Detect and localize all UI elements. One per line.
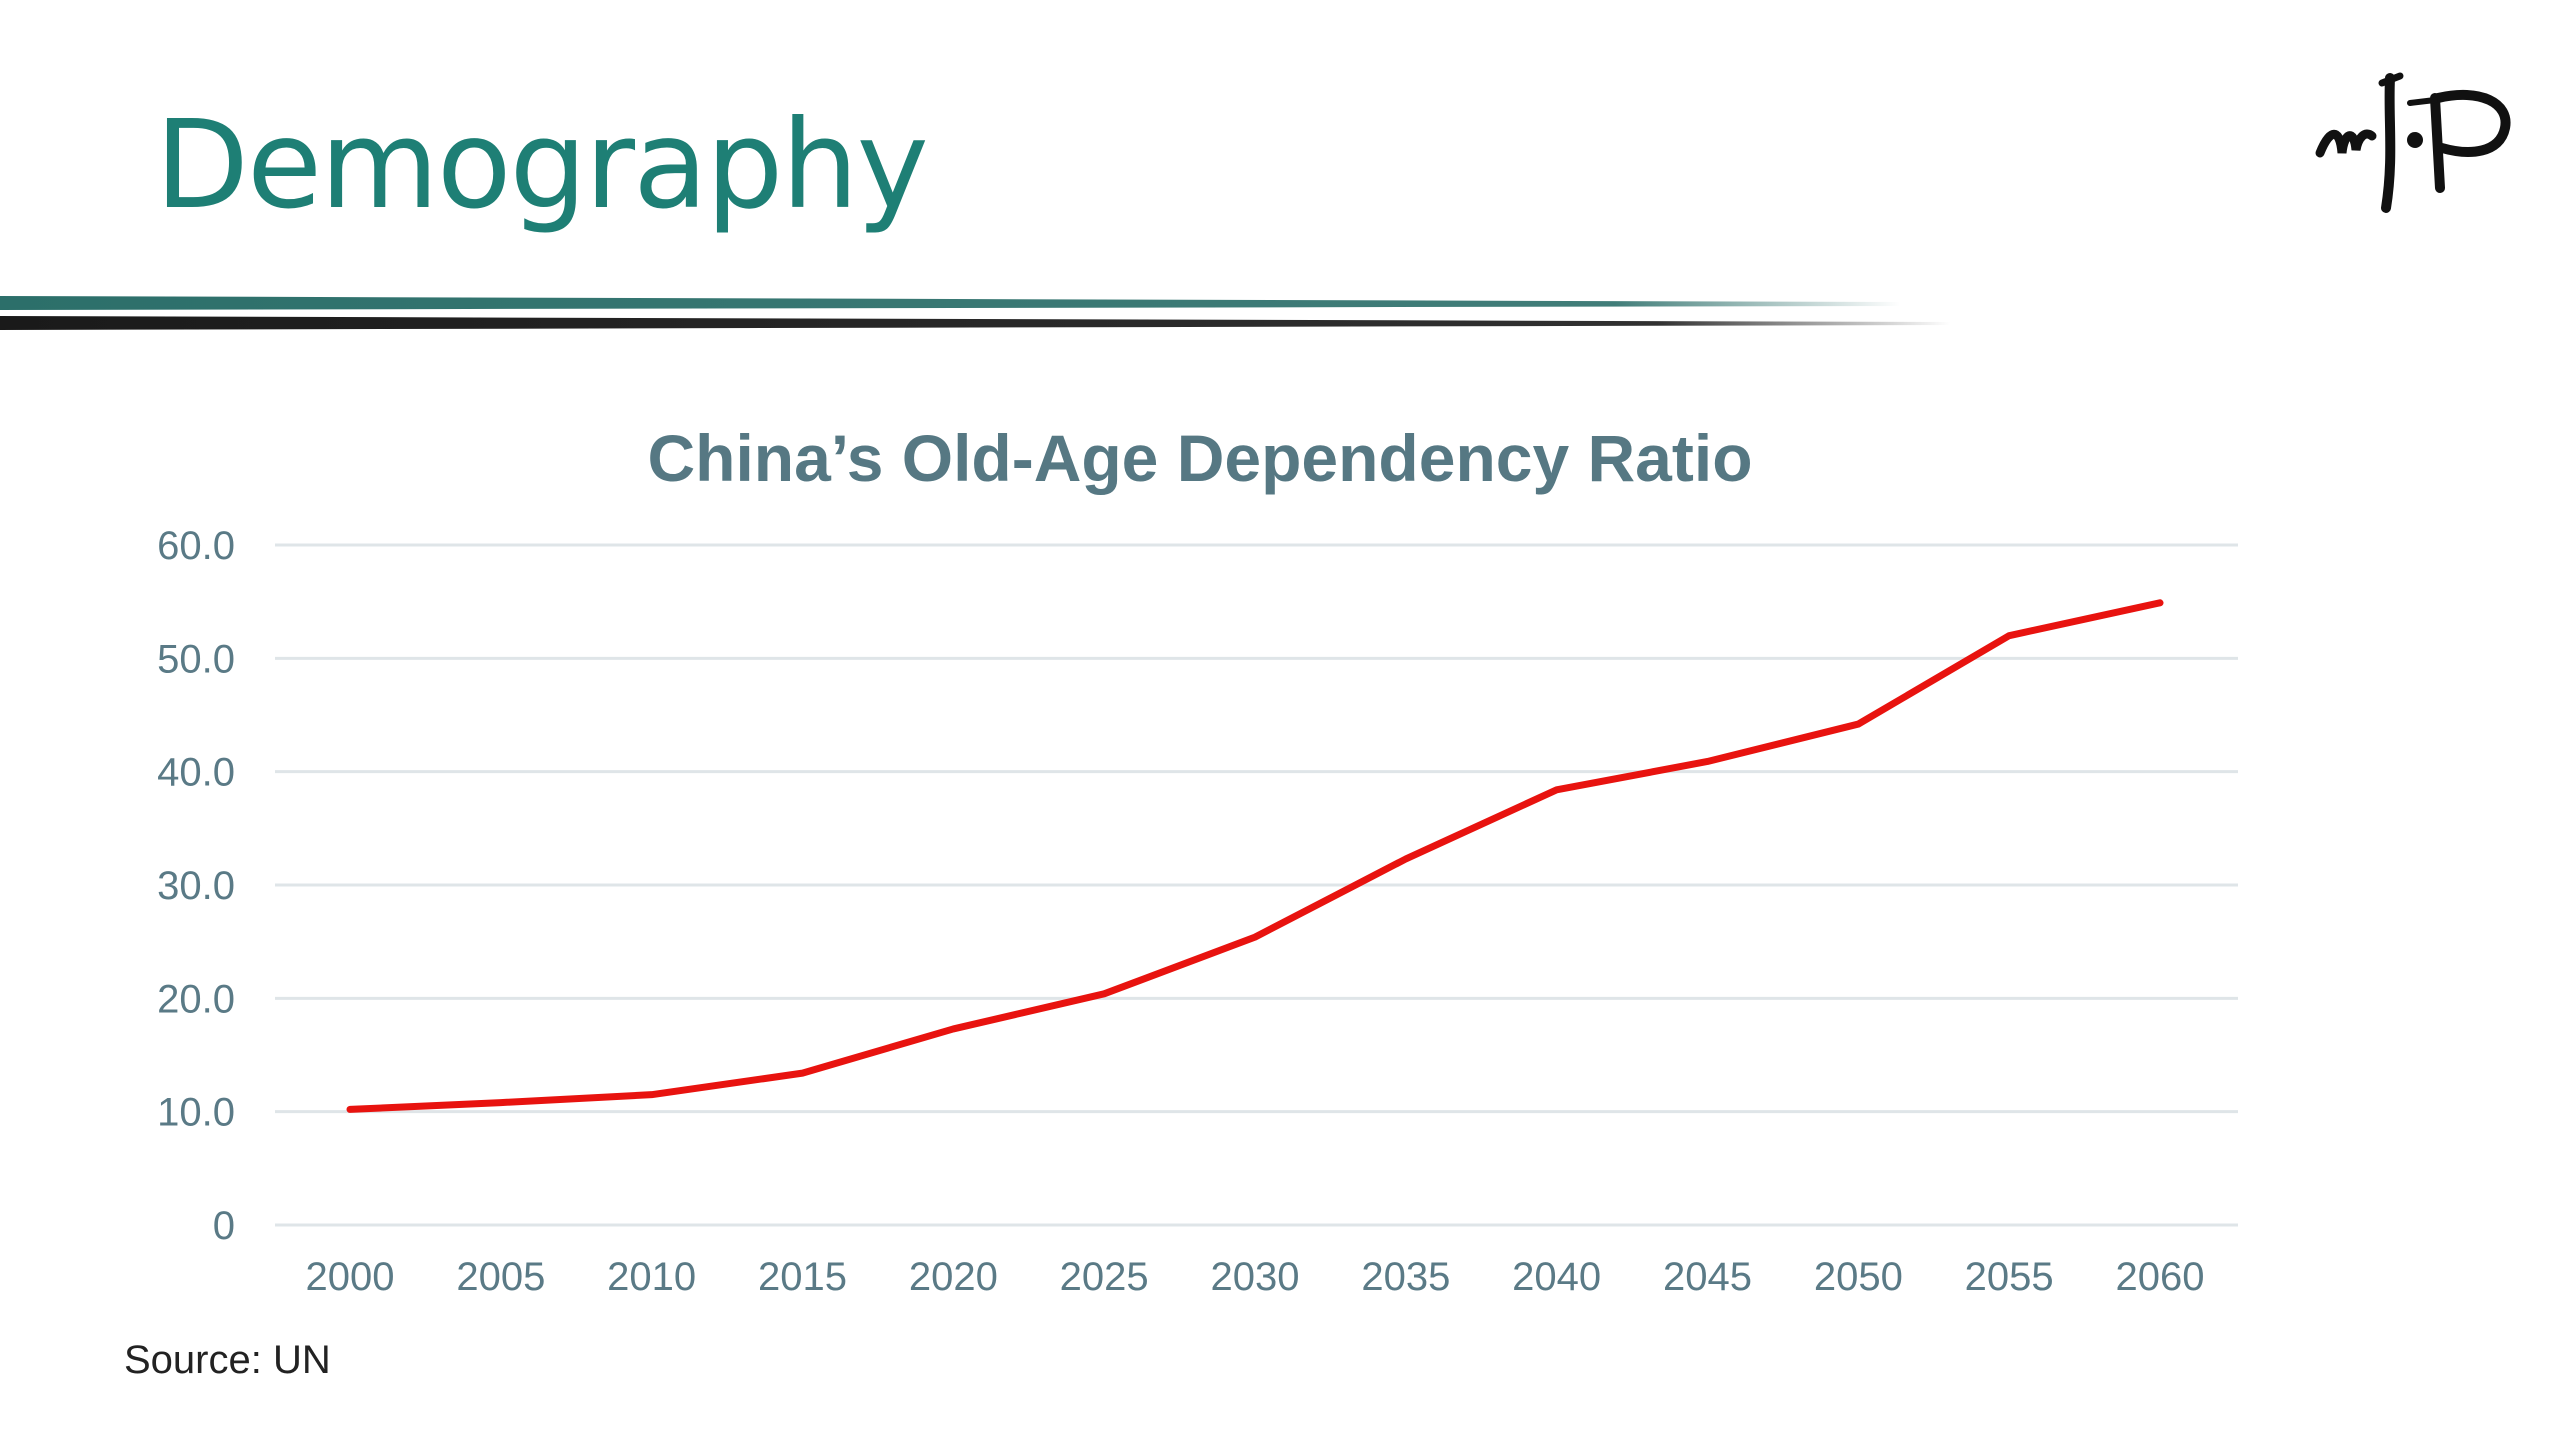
x-tick-label: 2035 xyxy=(1361,1255,1450,1299)
x-tick-label: 2020 xyxy=(909,1255,998,1299)
title-divider xyxy=(0,296,1950,330)
y-tick-label: 0 xyxy=(213,1204,235,1248)
x-tick-label: 2005 xyxy=(456,1255,545,1299)
x-tick-label: 2000 xyxy=(306,1255,395,1299)
y-tick-label: 10.0 xyxy=(157,1091,235,1135)
source-note: Source: UN xyxy=(124,1338,331,1382)
calligraphy-logo-icon xyxy=(2315,72,2511,213)
x-tick-label: 2060 xyxy=(2116,1255,2205,1299)
line-chart: 0 10.0 20.0 30.0 40.0 50.0 60.0 2000 2005 2010 201… xyxy=(157,524,2238,1299)
series-line xyxy=(346,599,2164,1113)
x-tick-label: 2045 xyxy=(1663,1255,1752,1299)
y-tick-label: 60.0 xyxy=(157,524,235,568)
y-tick-label: 20.0 xyxy=(157,977,235,1021)
x-tick-label: 2040 xyxy=(1512,1255,1601,1299)
y-tick-label: 40.0 xyxy=(157,751,235,795)
page-title: Demography xyxy=(155,94,929,236)
x-tick-label: 2010 xyxy=(607,1255,696,1299)
x-tick-label: 2055 xyxy=(1965,1255,2054,1299)
x-tick-label: 2025 xyxy=(1060,1255,1149,1299)
chart-title: China’s Old-Age Dependency Ratio xyxy=(647,421,1753,495)
y-tick-label: 50.0 xyxy=(157,637,235,681)
x-tick-label: 2050 xyxy=(1814,1255,1903,1299)
x-tick-label: 2030 xyxy=(1211,1255,1300,1299)
y-tick-label: 30.0 xyxy=(157,864,235,908)
x-tick-label: 2015 xyxy=(758,1255,847,1299)
